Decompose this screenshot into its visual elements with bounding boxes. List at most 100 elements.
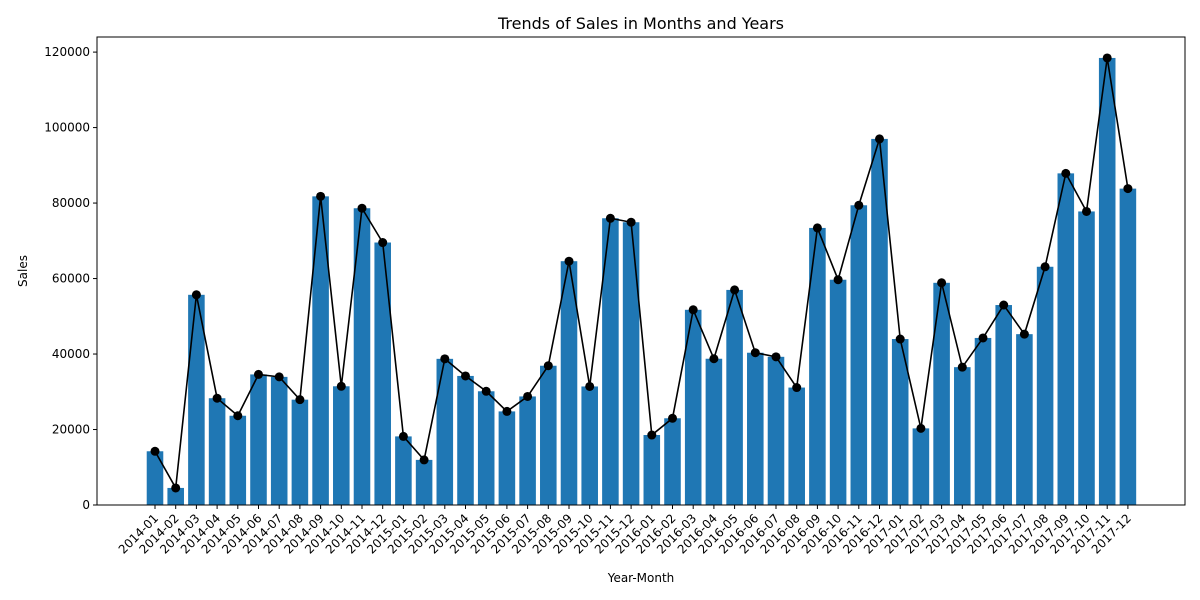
point-2014-05 bbox=[233, 411, 243, 421]
point-2017-08 bbox=[1040, 262, 1050, 272]
bar-2014-07 bbox=[270, 376, 288, 505]
sales-trend-line bbox=[154, 57, 1129, 491]
point-2016-04 bbox=[709, 354, 719, 364]
bar-2015-06 bbox=[498, 411, 516, 505]
point-2014-04 bbox=[212, 393, 222, 403]
point-2015-06 bbox=[502, 406, 512, 416]
bar-2015-04 bbox=[457, 375, 474, 505]
bar-2017-07 bbox=[1016, 334, 1033, 505]
bar-2015-09 bbox=[560, 261, 578, 505]
bar-2015-08 bbox=[540, 365, 557, 505]
point-2015-01 bbox=[398, 431, 408, 441]
point-2016-01 bbox=[647, 430, 657, 440]
point-2014-08 bbox=[295, 395, 305, 405]
bar-2017-01 bbox=[891, 339, 909, 505]
y-tick-label: 100000 bbox=[44, 121, 90, 135]
point-2015-09 bbox=[564, 256, 574, 266]
bar-2017-09 bbox=[1057, 173, 1075, 505]
point-2014-02 bbox=[171, 483, 181, 493]
point-2016-08 bbox=[792, 383, 802, 393]
point-2016-02 bbox=[668, 413, 677, 423]
bar-2017-03 bbox=[933, 282, 950, 505]
y-tick-label: 80000 bbox=[52, 196, 90, 210]
bar-2015-10 bbox=[581, 386, 598, 505]
point-2016-10 bbox=[833, 275, 843, 285]
point-2014-07 bbox=[274, 372, 284, 382]
bar-2014-08 bbox=[291, 399, 309, 505]
point-2015-04 bbox=[461, 371, 470, 381]
point-2014-06 bbox=[254, 369, 263, 379]
bar-2017-05 bbox=[974, 337, 992, 505]
bar-2015-12 bbox=[622, 222, 640, 506]
bar-2016-11 bbox=[850, 205, 868, 505]
bar-2014-06 bbox=[250, 374, 267, 505]
bar-2015-05 bbox=[477, 391, 495, 505]
y-tick-label: 0 bbox=[82, 498, 90, 512]
point-2017-02 bbox=[916, 423, 926, 433]
point-2014-01 bbox=[150, 446, 160, 456]
bar-2015-01 bbox=[395, 436, 412, 505]
bar-2017-02 bbox=[912, 428, 930, 505]
point-2016-06 bbox=[750, 348, 760, 358]
bar-2016-03 bbox=[684, 309, 702, 505]
point-2015-07 bbox=[523, 391, 533, 401]
bar-2016-01 bbox=[643, 435, 661, 505]
y-axis: 0 20000 40000 60000 80000 100000 120000 bbox=[44, 45, 97, 512]
point-2015-02 bbox=[419, 455, 429, 465]
bar-2014-05 bbox=[229, 415, 247, 505]
bar-2016-02 bbox=[664, 418, 681, 505]
point-2017-05 bbox=[978, 333, 988, 343]
bar-2016-07 bbox=[767, 356, 785, 505]
bars-group bbox=[146, 57, 1137, 506]
bar-2016-04 bbox=[705, 358, 723, 505]
point-2015-10 bbox=[585, 381, 595, 391]
bar-2016-10 bbox=[829, 279, 847, 505]
y-tick-label: 60000 bbox=[52, 272, 90, 286]
bar-2014-10 bbox=[333, 386, 350, 505]
point-2016-05 bbox=[730, 285, 740, 295]
bar-2017-06 bbox=[995, 305, 1012, 505]
point-2017-03 bbox=[937, 278, 947, 288]
point-2016-07 bbox=[771, 352, 781, 362]
point-2017-04 bbox=[957, 362, 967, 372]
bar-2015-03 bbox=[436, 358, 454, 505]
point-2014-09 bbox=[316, 191, 326, 201]
bar-2017-04 bbox=[954, 367, 971, 505]
y-axis-label: Sales bbox=[16, 255, 30, 287]
point-2016-09 bbox=[812, 223, 822, 233]
point-2014-10 bbox=[336, 381, 346, 391]
bar-2014-02 bbox=[167, 487, 184, 505]
bar-2016-09 bbox=[809, 227, 826, 505]
point-2015-03 bbox=[440, 354, 450, 364]
bar-2017-08 bbox=[1036, 266, 1054, 505]
y-tick-label: 120000 bbox=[44, 45, 90, 59]
point-2015-05 bbox=[481, 386, 491, 396]
bar-2014-01 bbox=[146, 451, 164, 505]
chart-title: Trends of Sales in Months and Years bbox=[497, 14, 784, 33]
point-2017-11 bbox=[1102, 53, 1112, 63]
point-2017-09 bbox=[1061, 168, 1071, 178]
point-2017-07 bbox=[1019, 329, 1029, 339]
plot-frame bbox=[96, 36, 1186, 506]
bar-2016-05 bbox=[726, 289, 743, 505]
point-2015-11 bbox=[605, 213, 615, 223]
bar-2014-03 bbox=[188, 294, 205, 505]
bar-2016-08 bbox=[788, 387, 805, 505]
x-axis: 2014-012014-022014-032014-042014-052014-… bbox=[116, 505, 1134, 557]
point-2014-12 bbox=[378, 238, 388, 248]
point-2016-03 bbox=[688, 305, 698, 315]
bar-2016-12 bbox=[871, 138, 888, 505]
y-tick-label: 40000 bbox=[52, 347, 90, 361]
point-2017-06 bbox=[999, 300, 1009, 310]
bar-2017-12 bbox=[1119, 188, 1137, 506]
point-2016-11 bbox=[854, 200, 864, 210]
point-2014-03 bbox=[191, 290, 201, 300]
bar-2017-10 bbox=[1078, 211, 1095, 505]
points-group bbox=[150, 53, 1133, 493]
point-2017-12 bbox=[1123, 184, 1133, 194]
point-2015-08 bbox=[543, 361, 553, 371]
bar-2015-11 bbox=[602, 218, 619, 505]
point-2017-10 bbox=[1082, 206, 1091, 216]
bar-2016-06 bbox=[747, 352, 764, 505]
